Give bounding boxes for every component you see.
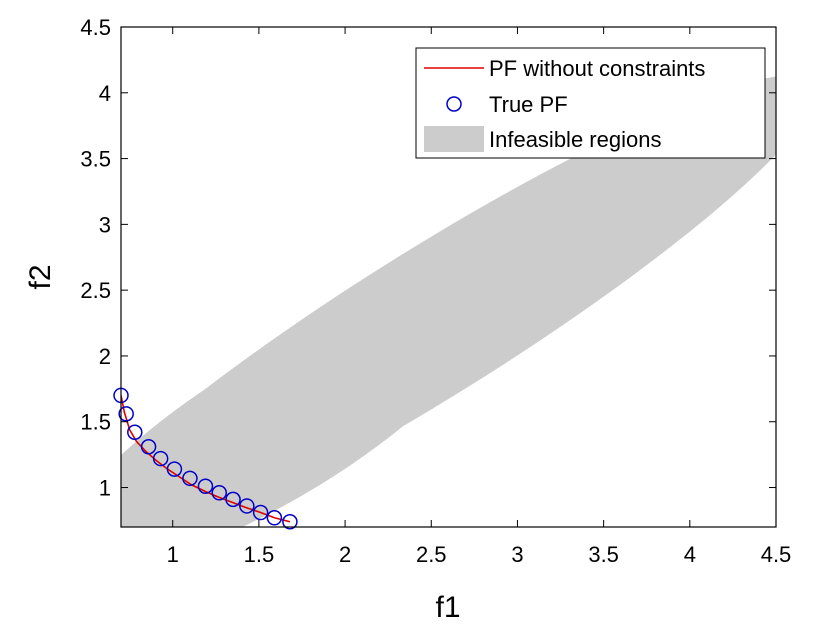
legend: PF without constraints True PF Infeasibl… <box>415 47 766 159</box>
x-tick-label: 1.5 <box>244 542 275 567</box>
x-tick-label: 3 <box>511 542 523 567</box>
legend-label-infeasible-regions: Infeasible regions <box>489 127 661 152</box>
y-tick-label: 2 <box>99 344 111 369</box>
x-tick-label: 1 <box>167 542 179 567</box>
x-tick-label: 2 <box>339 542 351 567</box>
y-tick-label: 3.5 <box>80 147 111 172</box>
plot-frame <box>120 26 777 528</box>
y-tick-label: 4.5 <box>80 15 111 40</box>
x-axis-label: f1 <box>435 591 460 624</box>
legend-region-swatch <box>424 126 484 152</box>
true-pf-point <box>118 406 134 422</box>
y-tick-label: 4 <box>99 81 111 106</box>
true-pf-point <box>282 513 298 530</box>
y-tick-label: 2.5 <box>80 278 111 303</box>
true-pf-point <box>140 438 157 455</box>
y-tick-label: 3 <box>99 212 111 237</box>
x-tick-label: 3.5 <box>588 542 619 567</box>
tick-layer: 1 1.5 2 2.5 3 3.5 4 4.5 1 1.5 2 2.5 3 3.5 4 4.5 <box>80 15 791 567</box>
true-pf-point <box>252 504 269 521</box>
legend-label-true-pf: True PF <box>489 92 568 117</box>
true-pf-point <box>166 461 183 477</box>
legend-marker-swatch <box>446 96 462 112</box>
legend-label-pf-without-constraints: PF without constraints <box>489 56 705 81</box>
true-pf-point <box>127 424 143 441</box>
true-pf-point <box>239 498 255 514</box>
x-tick-label: 2.5 <box>416 542 447 567</box>
true-pf-point <box>211 485 227 501</box>
true-pf-point <box>266 510 283 526</box>
x-tick-label: 4 <box>684 542 696 567</box>
true-pf-point <box>197 478 214 494</box>
y-tick-label: 1.5 <box>80 410 111 435</box>
true-pf-point <box>152 450 169 467</box>
infeasible-region-2 <box>121 74 776 527</box>
true-pf-markers-layer <box>113 387 298 530</box>
x-tick-label: 4.5 <box>761 542 792 567</box>
true-pf-point <box>225 491 241 508</box>
y-tick-label: 1 <box>99 476 111 501</box>
infeasible-regions-layer <box>121 74 776 527</box>
y-axis-label: f2 <box>24 264 57 289</box>
true-pf-point <box>182 470 198 487</box>
